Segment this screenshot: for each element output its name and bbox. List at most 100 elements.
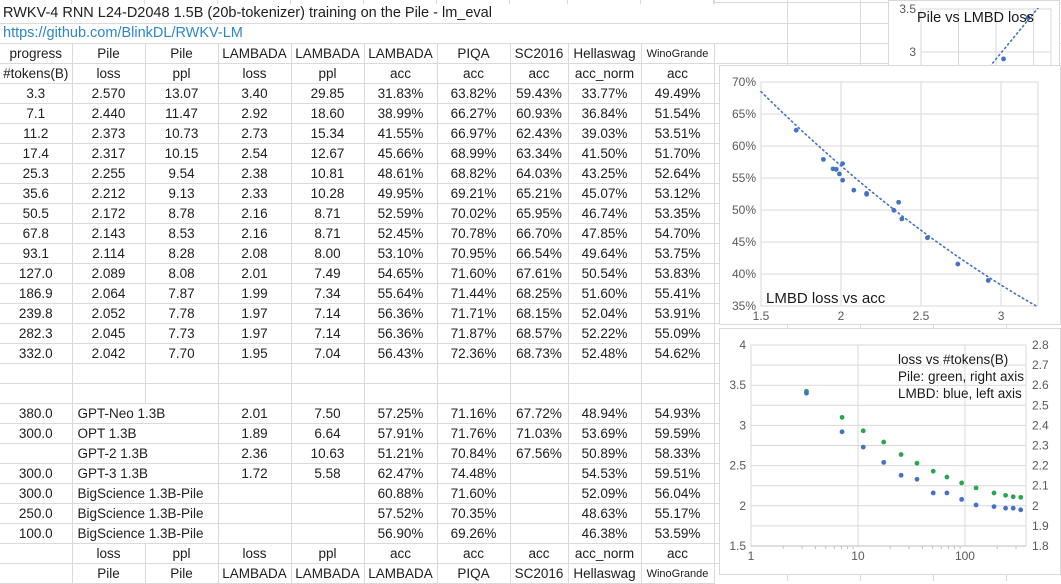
cell[interactable]: 66.27% [437, 103, 511, 124]
cell[interactable] [145, 383, 219, 404]
cell[interactable]: 48.63% [568, 503, 642, 524]
cell[interactable]: 55.17% [641, 503, 715, 524]
cell[interactable]: #tokens(B) [0, 63, 73, 84]
cell[interactable]: 1.95 [218, 343, 292, 364]
cell[interactable]: 7.34 [291, 283, 365, 304]
cell[interactable]: loss [72, 543, 146, 564]
cell[interactable]: 62.43% [510, 123, 569, 144]
cell[interactable]: 52.59% [364, 203, 438, 224]
cell[interactable]: 70.78% [437, 223, 511, 244]
cell[interactable]: 54.93% [641, 403, 715, 424]
cell[interactable]: 57.91% [364, 423, 438, 444]
cell[interactable]: 66.54% [510, 243, 569, 264]
cell[interactable]: 56.90% [364, 523, 438, 544]
cell[interactable]: SC2016 [510, 44, 569, 64]
cell[interactable]: 68.99% [437, 143, 511, 164]
cell[interactable]: 54.62% [641, 343, 715, 364]
cell[interactable] [291, 503, 365, 524]
cell[interactable]: 332.0 [0, 343, 73, 364]
cell[interactable]: 1.72 [218, 463, 292, 484]
cell[interactable] [437, 383, 511, 404]
cell[interactable]: 57.25% [364, 403, 438, 424]
cell[interactable]: OPT 1.3B [72, 423, 219, 444]
cell[interactable]: 70.35% [437, 503, 511, 524]
cell[interactable]: ppl [145, 543, 219, 564]
chart-loss-vs-tokens[interactable]: 1 10 100 1.5 2 2.5 3 3.5 4 1.8 1.9 2 2.1 2.2 2.3 2.4 2.5… [719, 328, 1061, 575]
cell[interactable]: 56.43% [364, 343, 438, 364]
cell[interactable]: 12.67 [291, 143, 365, 164]
cell[interactable]: 67.8 [0, 223, 73, 244]
cell[interactable]: 25.3 [0, 163, 73, 184]
cell[interactable]: 10.15 [145, 143, 219, 164]
cell[interactable]: 33.77% [568, 83, 642, 104]
cell[interactable]: 53.91% [641, 303, 715, 324]
chart-lmbd-loss-vs-acc[interactable]: 1.5 2 2.5 3 35% 40% 45% 50% 55% 60% 65% 70% LMBD los… [719, 65, 1061, 325]
cell[interactable]: 186.9 [0, 283, 73, 304]
cell[interactable] [510, 523, 569, 544]
cell[interactable]: BigScience 1.3B-Pile [72, 503, 219, 524]
cell[interactable]: 35.6 [0, 183, 73, 204]
cell[interactable]: 7.70 [145, 343, 219, 364]
cell[interactable]: 53.75% [641, 243, 715, 264]
cell[interactable]: 71.03% [510, 423, 569, 444]
cell[interactable] [0, 363, 73, 384]
cell[interactable]: 7.1 [0, 103, 73, 124]
cell[interactable]: PIQA [437, 44, 511, 64]
cell[interactable]: 53.69% [568, 423, 642, 444]
cell[interactable]: Pile [145, 44, 219, 64]
cell[interactable]: 47.85% [568, 223, 642, 244]
cell[interactable] [510, 503, 569, 524]
cell[interactable]: LAMBADA [291, 44, 365, 64]
cell[interactable] [364, 383, 438, 404]
cell[interactable]: 2.089 [72, 263, 146, 284]
cell[interactable]: 50.54% [568, 263, 642, 284]
cell[interactable]: 69.26% [437, 523, 511, 544]
cell[interactable] [568, 383, 642, 404]
cell[interactable]: 2.440 [72, 103, 146, 124]
cell[interactable]: 7.14 [291, 303, 365, 324]
github-link[interactable]: https://github.com/BlinkDL/RWKV-LM [3, 25, 243, 41]
cell[interactable]: 10.73 [145, 123, 219, 144]
cell[interactable]: 239.8 [0, 303, 73, 324]
cell[interactable]: 53.10% [364, 243, 438, 264]
cell[interactable] [291, 483, 365, 504]
cell[interactable] [218, 363, 292, 384]
cell[interactable]: 53.59% [641, 523, 715, 544]
cell[interactable]: 5.58 [291, 463, 365, 484]
cell[interactable]: LAMBADA [364, 563, 438, 584]
cell[interactable]: 127.0 [0, 263, 73, 284]
cell[interactable]: 2.143 [72, 223, 146, 244]
cell[interactable]: 2.064 [72, 283, 146, 304]
cell[interactable]: 54.65% [364, 263, 438, 284]
cell[interactable]: ppl [291, 63, 365, 84]
cell[interactable] [568, 363, 642, 384]
cell[interactable]: 49.49% [641, 83, 715, 104]
cell[interactable]: 67.56% [510, 443, 569, 464]
cell[interactable]: 7.49 [291, 263, 365, 284]
cell[interactable]: 31.83% [364, 83, 438, 104]
cell[interactable]: 18.60 [291, 103, 365, 124]
cell[interactable]: acc [437, 543, 511, 564]
cell[interactable]: 51.54% [641, 103, 715, 124]
cell[interactable]: 15.34 [291, 123, 365, 144]
cell[interactable]: 2.16 [218, 203, 292, 224]
cell[interactable]: 56.04% [641, 483, 715, 504]
cell[interactable]: 38.99% [364, 103, 438, 124]
cell[interactable]: 2.052 [72, 303, 146, 324]
cell[interactable]: 57.52% [364, 503, 438, 524]
cell[interactable]: acc [364, 63, 438, 84]
cell[interactable]: 8.71 [291, 203, 365, 224]
cell[interactable]: 2.317 [72, 143, 146, 164]
cell[interactable]: 68.82% [437, 163, 511, 184]
cell[interactable] [0, 443, 73, 464]
cell[interactable]: 71.71% [437, 303, 511, 324]
cell[interactable] [641, 383, 715, 404]
cell[interactable]: 70.84% [437, 443, 511, 464]
cell[interactable]: 41.50% [568, 143, 642, 164]
cell[interactable]: 2.01 [218, 263, 292, 284]
cell[interactable]: 71.76% [437, 423, 511, 444]
cell[interactable]: SC2016 [510, 563, 569, 584]
cell[interactable]: 2.212 [72, 183, 146, 204]
cell[interactable]: 2.16 [218, 223, 292, 244]
cell[interactable]: LAMBADA [218, 44, 292, 64]
